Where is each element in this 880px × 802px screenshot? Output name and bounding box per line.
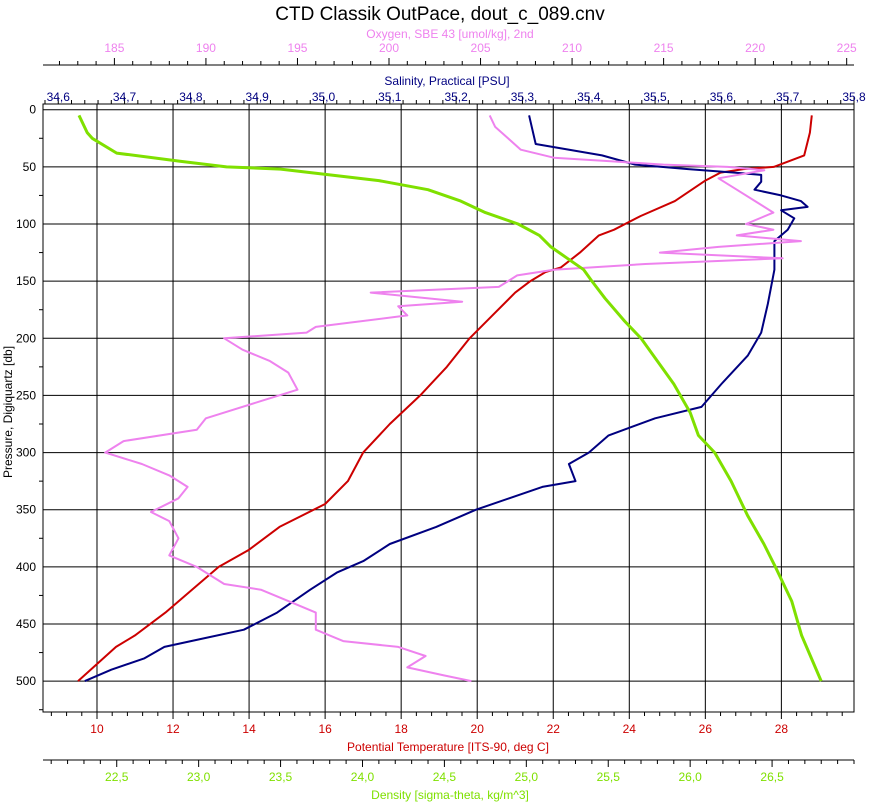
temperature-axis-label: Potential Temperature [ITS-90, deg C] (347, 740, 549, 754)
salinity-tick-label: 34,8 (179, 90, 203, 104)
oxygen-tick-label: 205 (471, 41, 491, 55)
temperature-tick-label: 14 (242, 722, 256, 736)
density-tick-label: 26,0 (678, 770, 702, 784)
temperature-tick-label: 10 (90, 722, 104, 736)
oxygen-tick-label: 190 (196, 41, 216, 55)
temperature-series-line (77, 115, 813, 682)
density-tick-label: 25,5 (597, 770, 621, 784)
density-tick-label: 24,0 (351, 770, 375, 784)
oxygen-tick-label: 225 (837, 41, 857, 55)
temperature-tick-label: 20 (471, 722, 485, 736)
salinity-series-line (84, 115, 809, 683)
oxygen-axis-label: Oxygen, SBE 43 [umol/kg], 2nd (366, 27, 533, 41)
temperature-tick-label: 24 (623, 722, 637, 736)
salinity-tick-label: 34,7 (113, 90, 137, 104)
axes: 0 50 100 150 200 250 300 350 400 450 500 185 190 195 2… (16, 41, 866, 784)
pressure-axis-label: Pressure, Digiquartz [db] (1, 346, 15, 478)
y-tick-label: 400 (16, 560, 36, 574)
salinity-tick-label: 35,0 (312, 90, 336, 104)
density-axis-label: Density [sigma-theta, kg/m^3] (371, 788, 529, 802)
density-series-line (77, 114, 823, 682)
density-tick-label: 23,0 (187, 770, 211, 784)
salinity-tick-label: 35,5 (643, 90, 667, 104)
temperature-tick-label: 26 (699, 722, 713, 736)
oxygen-tick-label: 185 (104, 41, 124, 55)
chart-title: CTD Classik OutPace, dout_c_089.cnv (275, 4, 605, 25)
series-group (77, 114, 823, 683)
density-tick-label: 26,5 (760, 770, 784, 784)
oxygen-tick-label: 220 (745, 41, 765, 55)
density-tick-label: 24,5 (433, 770, 457, 784)
oxygen-tick-label: 215 (654, 41, 674, 55)
salinity-tick-label: 35,6 (710, 90, 734, 104)
plot-frame (42, 103, 855, 713)
salinity-tick-label: 35,7 (776, 90, 800, 104)
salinity-tick-label: 35,8 (842, 90, 866, 104)
density-tick-label: 23,5 (269, 770, 293, 784)
salinity-tick-label: 35,1 (378, 90, 402, 104)
salinity-tick-label: 34,6 (47, 90, 71, 104)
oxygen-tick-label: 195 (287, 41, 307, 55)
oxygen-tick-label: 200 (379, 41, 399, 55)
y-tick-label: 300 (16, 446, 36, 460)
y-tick-label: 100 (16, 217, 36, 231)
density-tick-label: 25,0 (515, 770, 539, 784)
salinity-tick-label: 35,3 (511, 90, 535, 104)
density-tick-label: 22,5 (105, 770, 129, 784)
temperature-tick-label: 18 (394, 722, 408, 736)
y-tick-label: 450 (16, 617, 36, 631)
temperature-tick-label: 12 (166, 722, 180, 736)
salinity-tick-label: 35,2 (444, 90, 468, 104)
y-tick-label: 0 (29, 103, 36, 117)
salinity-tick-label: 34,9 (246, 90, 270, 104)
y-tick-label: 150 (16, 274, 36, 288)
y-tick-label: 350 (16, 503, 36, 517)
oxygen-tick-label: 210 (562, 41, 582, 55)
temperature-tick-label: 22 (547, 722, 561, 736)
oxygen-series-line (104, 114, 802, 683)
y-tick-label: 250 (16, 388, 36, 402)
y-tick-label: 200 (16, 331, 36, 345)
salinity-tick-label: 35,4 (577, 90, 601, 104)
temperature-tick-label: 28 (775, 722, 789, 736)
salinity-axis-label: Salinity, Practical [PSU] (384, 74, 509, 88)
y-tick-label: 50 (23, 160, 37, 174)
y-tick-label: 500 (16, 674, 36, 688)
grid (42, 103, 855, 713)
temperature-tick-label: 16 (318, 722, 332, 736)
